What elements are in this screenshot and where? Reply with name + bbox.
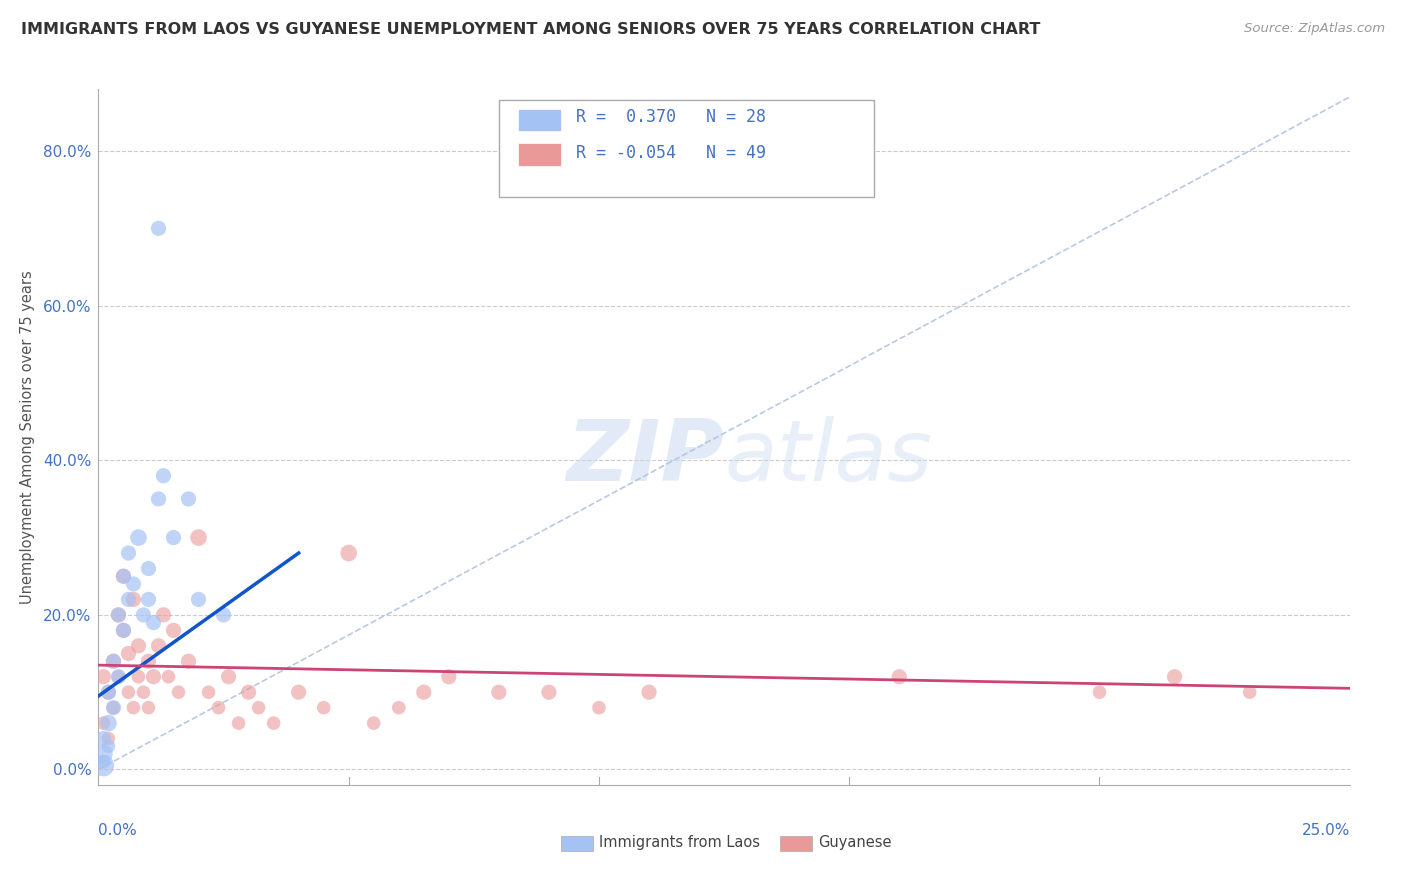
Point (177, 491, 200, 506)
Point (537, 685, 560, 699)
Point (93, 731, 115, 746)
Point (263, 716, 285, 731)
Point (107, 607, 129, 622)
Text: atlas: atlas (724, 417, 932, 500)
Point (97, 685, 120, 699)
Text: ZIP: ZIP (567, 417, 724, 500)
Point (117, 647, 139, 661)
Point (312, 700, 335, 714)
Point (388, 700, 411, 714)
Point (103, 700, 125, 714)
Point (1163, 670, 1185, 684)
Point (127, 531, 149, 545)
Point (152, 607, 174, 622)
Point (112, 569, 135, 583)
Point (117, 685, 139, 699)
Point (1239, 685, 1261, 699)
Point (148, 491, 170, 506)
Point (122, 592, 145, 607)
FancyBboxPatch shape (780, 836, 811, 851)
Point (287, 685, 309, 699)
Point (93, 747, 115, 761)
Point (152, 468, 174, 483)
Point (197, 685, 219, 699)
Point (93, 758, 115, 772)
Point (127, 670, 149, 684)
Point (138, 654, 160, 668)
Point (127, 639, 149, 653)
Point (112, 624, 135, 638)
Point (142, 670, 165, 684)
Point (337, 546, 360, 560)
Point (93, 755, 115, 769)
Point (103, 700, 125, 714)
Text: Guyanese: Guyanese (818, 835, 891, 850)
Point (97, 739, 120, 754)
Point (177, 654, 200, 668)
Text: 0.0%: 0.0% (98, 823, 138, 838)
Y-axis label: Unemployment Among Seniors over 75 years: Unemployment Among Seniors over 75 years (20, 270, 35, 604)
Point (117, 546, 139, 560)
Point (132, 685, 155, 699)
Point (187, 592, 209, 607)
Point (122, 577, 145, 591)
Point (187, 531, 209, 545)
Point (97, 685, 120, 699)
Point (103, 654, 125, 668)
Point (107, 670, 129, 684)
FancyBboxPatch shape (561, 836, 593, 851)
Point (162, 624, 184, 638)
Point (238, 685, 260, 699)
Point (138, 561, 160, 575)
Point (112, 569, 135, 583)
Point (247, 700, 270, 714)
Text: Source: ZipAtlas.com: Source: ZipAtlas.com (1244, 22, 1385, 36)
Text: 25.0%: 25.0% (1302, 823, 1350, 838)
Point (132, 607, 155, 622)
Point (93, 670, 115, 684)
Point (363, 716, 385, 731)
Text: R =  0.370   N = 28: R = 0.370 N = 28 (576, 108, 766, 126)
Point (1088, 685, 1111, 699)
FancyBboxPatch shape (499, 100, 875, 197)
Text: R = -0.054   N = 49: R = -0.054 N = 49 (576, 145, 766, 162)
Point (107, 607, 129, 622)
Point (207, 700, 229, 714)
Point (138, 700, 160, 714)
Point (97, 731, 120, 746)
Point (148, 221, 170, 235)
Point (162, 531, 184, 545)
Point (117, 592, 139, 607)
Point (218, 670, 240, 684)
Point (142, 615, 165, 630)
FancyBboxPatch shape (517, 109, 561, 131)
Point (148, 639, 170, 653)
Point (889, 670, 911, 684)
Text: IMMIGRANTS FROM LAOS VS GUYANESE UNEMPLOYMENT AMONG SENIORS OVER 75 YEARS CORREL: IMMIGRANTS FROM LAOS VS GUYANESE UNEMPLO… (21, 22, 1040, 37)
Point (588, 700, 610, 714)
Point (167, 685, 190, 699)
Point (93, 716, 115, 731)
Point (107, 670, 129, 684)
Point (103, 654, 125, 668)
Point (228, 716, 250, 731)
Point (638, 685, 661, 699)
Point (212, 607, 235, 622)
Point (412, 685, 434, 699)
Point (488, 685, 510, 699)
Point (122, 700, 145, 714)
Point (138, 592, 160, 607)
FancyBboxPatch shape (517, 144, 561, 166)
Text: Immigrants from Laos: Immigrants from Laos (599, 835, 761, 850)
Point (97, 716, 120, 731)
Point (437, 670, 460, 684)
Point (157, 670, 180, 684)
Point (112, 624, 135, 638)
